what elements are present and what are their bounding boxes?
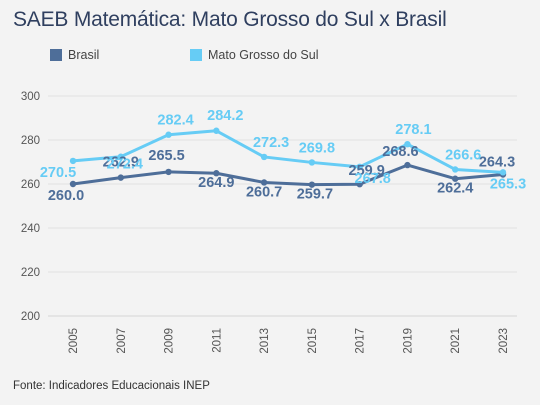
data-label-brasil: 264.3	[479, 155, 515, 171]
chart-title: SAEB Matemática: Mato Grosso do Sul x Br…	[13, 8, 447, 31]
x-tick-label: 2007	[116, 328, 128, 354]
data-point-mato-grosso-do-sul	[404, 140, 411, 148]
legend-item-brasil: Brasil	[50, 48, 99, 62]
data-label-mato-grosso-do-sul: 267.8	[355, 171, 391, 187]
y-tick-label: 220	[21, 267, 40, 279]
y-tick-label: 280	[21, 135, 40, 147]
y-tick-label: 240	[21, 223, 40, 235]
legend-swatch-mato-grosso-do-sul	[190, 49, 202, 61]
data-point-mato-grosso-do-sul	[165, 131, 172, 138]
y-tick-label: 260	[21, 179, 40, 191]
x-tick-label: 2009	[164, 328, 176, 354]
data-point-mato-grosso-do-sul	[356, 163, 363, 171]
x-tick-label: 2011	[211, 328, 223, 353]
data-point-mato-grosso-do-sul	[69, 157, 77, 165]
data-point-brasil	[117, 174, 124, 181]
data-label-mato-grosso-do-sul: 282.4	[157, 113, 193, 129]
legend-item-mato-grosso-do-sul: Mato Grosso do Sul	[190, 48, 318, 62]
legend-label-brasil: Brasil	[68, 48, 100, 62]
data-point-mato-grosso-do-sul	[213, 127, 220, 134]
data-point-brasil	[452, 175, 459, 182]
x-tick-label: 2017	[355, 328, 367, 354]
data-point-brasil	[308, 181, 316, 188]
data-point-brasil	[404, 161, 411, 169]
source-note: Fonte: Indicadores Educacionais INEP	[13, 380, 210, 392]
x-tick-label: 2023	[498, 328, 510, 354]
data-label-brasil: 262.9	[103, 155, 139, 171]
data-label-mato-grosso-do-sul: 270.5	[40, 165, 76, 181]
data-point-mato-grosso-do-sul	[499, 169, 507, 176]
data-point-brasil	[213, 170, 220, 177]
x-tick-label: 2021	[450, 328, 462, 354]
data-label-mato-grosso-do-sul: 266.6	[445, 147, 481, 163]
data-point-mato-grosso-do-sul	[452, 166, 459, 173]
data-label-mato-grosso-do-sul: 272.4	[107, 157, 143, 173]
data-label-mato-grosso-do-sul: 272.3	[253, 135, 289, 151]
data-label-brasil: 259.7	[297, 187, 333, 203]
y-tick-label: 200	[21, 311, 40, 323]
series-line-brasil	[71, 163, 505, 187]
data-point-mato-grosso-do-sul	[117, 153, 124, 160]
x-tick-label: 2005	[68, 328, 80, 354]
legend-label-mato-grosso-do-sul: Mato Grosso do Sul	[208, 48, 319, 62]
data-label-brasil: 260.7	[246, 184, 282, 200]
data-point-brasil	[165, 168, 172, 176]
data-label-brasil: 262.4	[437, 181, 473, 197]
x-tick-label: 2019	[402, 328, 414, 354]
data-point-brasil	[69, 180, 77, 188]
data-label-brasil: 259.9	[349, 163, 385, 179]
data-label-mato-grosso-do-sul: 284.2	[207, 108, 243, 124]
data-label-brasil: 264.9	[198, 175, 234, 191]
data-label-mato-grosso-do-sul: 265.3	[490, 176, 526, 192]
data-label-brasil: 268.6	[382, 144, 418, 160]
data-point-brasil	[356, 181, 363, 188]
data-point-mato-grosso-do-sul	[260, 153, 268, 161]
y-tick-label: 300	[21, 91, 40, 103]
x-tick-label: 2015	[307, 328, 319, 354]
series-line-mato-grosso-do-sul	[71, 129, 505, 174]
data-label-mato-grosso-do-sul: 278.1	[395, 122, 431, 138]
data-point-mato-grosso-do-sul	[308, 159, 316, 166]
data-label-mato-grosso-do-sul: 269.8	[299, 140, 335, 156]
data-label-brasil: 265.5	[148, 148, 184, 164]
x-tick-label: 2013	[259, 328, 271, 354]
chart-legend: Brasil Mato Grosso do Sul	[0, 48, 540, 68]
legend-swatch-brasil	[50, 49, 62, 61]
data-label-brasil: 260.0	[48, 188, 84, 204]
data-point-brasil	[260, 179, 268, 186]
